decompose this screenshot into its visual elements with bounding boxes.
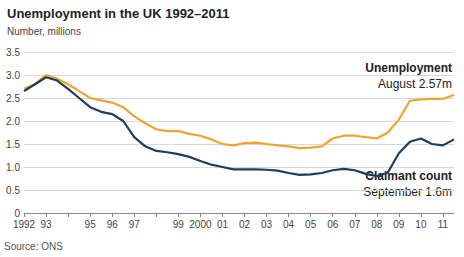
svg-text:03: 03 — [261, 219, 273, 230]
svg-text:0: 0 — [14, 208, 20, 219]
svg-text:2.5: 2.5 — [6, 93, 20, 104]
svg-text:3.5: 3.5 — [6, 47, 20, 58]
svg-text:Number, millions: Number, millions — [7, 26, 81, 37]
svg-text:10: 10 — [415, 219, 427, 230]
svg-text:August 2.57m: August 2.57m — [378, 77, 452, 91]
svg-text:95: 95 — [85, 219, 97, 230]
svg-text:05: 05 — [305, 219, 317, 230]
svg-text:93: 93 — [40, 219, 52, 230]
svg-text:01: 01 — [217, 219, 229, 230]
svg-text:Source: ONS: Source: ONS — [4, 241, 63, 252]
svg-text:1.5: 1.5 — [6, 139, 20, 150]
svg-text:0.5: 0.5 — [6, 185, 20, 196]
svg-text:1.0: 1.0 — [6, 162, 20, 173]
svg-text:06: 06 — [327, 219, 339, 230]
svg-text:2.0: 2.0 — [6, 116, 20, 127]
svg-text:09: 09 — [393, 219, 405, 230]
svg-text:3.0: 3.0 — [6, 70, 20, 81]
svg-text:Claimant count: Claimant count — [365, 169, 452, 183]
svg-text:96: 96 — [107, 219, 119, 230]
svg-text:Unemployment in the UK 1992–20: Unemployment in the UK 1992–2011 — [7, 6, 230, 21]
svg-text:07: 07 — [349, 219, 361, 230]
svg-text:Unemployment: Unemployment — [365, 61, 452, 75]
svg-text:08: 08 — [371, 219, 383, 230]
svg-text:04: 04 — [283, 219, 295, 230]
svg-text:September 1.6m: September 1.6m — [363, 185, 452, 199]
svg-text:02: 02 — [239, 219, 251, 230]
svg-text:2000: 2000 — [189, 219, 212, 230]
svg-text:99: 99 — [173, 219, 185, 230]
svg-text:11: 11 — [438, 219, 449, 230]
svg-text:1992: 1992 — [13, 219, 36, 230]
svg-text:97: 97 — [129, 219, 141, 230]
